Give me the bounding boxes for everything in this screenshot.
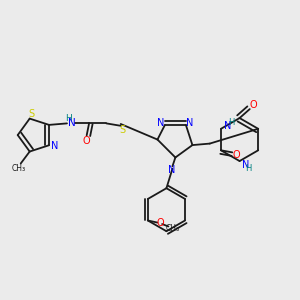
Text: N: N	[224, 122, 231, 131]
Text: O: O	[157, 218, 164, 229]
Text: O: O	[82, 136, 90, 146]
Text: N: N	[157, 118, 164, 128]
Text: N: N	[68, 118, 75, 128]
Text: N: N	[51, 141, 58, 151]
Text: N: N	[186, 118, 194, 128]
Text: H: H	[228, 118, 234, 127]
Text: N: N	[242, 160, 249, 170]
Text: O: O	[233, 150, 241, 160]
Text: N: N	[167, 165, 175, 175]
Text: CH₃: CH₃	[11, 164, 26, 173]
Text: S: S	[28, 109, 34, 119]
Text: S: S	[119, 125, 125, 135]
Text: CH₃: CH₃	[166, 224, 180, 233]
Text: O: O	[250, 100, 257, 110]
Text: H: H	[65, 113, 71, 122]
Text: H: H	[245, 164, 252, 173]
